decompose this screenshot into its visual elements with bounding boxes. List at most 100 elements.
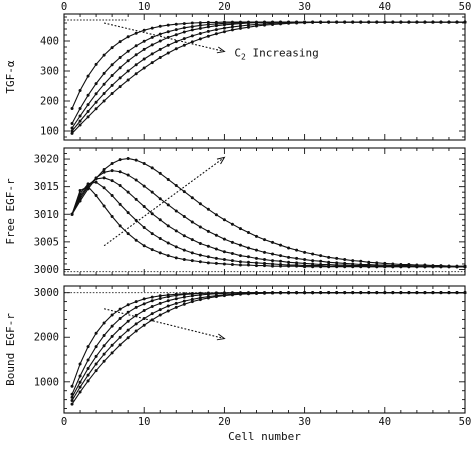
data-point <box>166 304 170 308</box>
panel-2: 3000 3005 3010 3015 3020 Free EGF-r <box>4 147 467 276</box>
data-point <box>182 37 186 41</box>
data-point <box>142 57 146 61</box>
data-point <box>158 171 162 175</box>
data-point <box>367 263 371 267</box>
annotation-label: C2 Increasing <box>234 47 318 62</box>
data-point <box>190 220 194 224</box>
data-point <box>190 34 194 38</box>
data-point <box>158 301 162 305</box>
data-point <box>118 40 122 44</box>
data-point <box>214 28 218 32</box>
data-point <box>423 20 427 24</box>
data-point <box>206 20 210 24</box>
data-point <box>78 107 82 110</box>
data-point <box>174 301 178 305</box>
data-point <box>254 24 258 28</box>
data-point <box>198 37 202 41</box>
data-point <box>182 190 186 194</box>
data-point <box>182 302 186 306</box>
data-point <box>102 359 106 363</box>
data-point <box>110 74 114 77</box>
data-point <box>399 20 403 24</box>
data-point <box>102 71 106 75</box>
y-tick-label: 3005 <box>34 236 59 248</box>
data-point <box>102 170 106 174</box>
data-point <box>182 234 186 238</box>
data-point <box>182 258 186 262</box>
data-point <box>263 264 266 268</box>
data-point <box>134 300 138 304</box>
data-point <box>407 20 411 24</box>
data-point <box>102 344 106 348</box>
data-point <box>174 28 178 32</box>
y-tick-label: 2000 <box>34 332 59 344</box>
y-axis-title: Bound EGF-r <box>4 313 17 386</box>
data-point <box>230 263 234 267</box>
data-point <box>206 29 210 33</box>
data-point <box>102 92 106 95</box>
data-point <box>142 47 146 51</box>
data-point <box>94 180 98 184</box>
data-point <box>150 248 154 252</box>
data-point <box>279 259 283 263</box>
data-point <box>126 319 130 323</box>
data-point <box>311 20 315 24</box>
data-point <box>343 258 347 262</box>
data-point <box>271 240 275 244</box>
data-point <box>142 309 146 313</box>
data-point <box>190 28 194 32</box>
plot-frame <box>63 147 466 276</box>
top-tick-label: 40 <box>378 1 391 13</box>
data-point <box>174 229 178 233</box>
data-point <box>230 240 234 244</box>
data-point <box>190 196 194 200</box>
data-point <box>102 53 106 57</box>
data-point <box>279 22 283 26</box>
data-point <box>279 263 283 267</box>
data-point <box>214 233 218 237</box>
data-point <box>182 214 186 218</box>
data-point <box>222 26 226 30</box>
data-point <box>142 184 146 188</box>
data-point <box>254 234 258 238</box>
series-line <box>71 21 465 129</box>
y-tick-label: 3020 <box>34 154 59 166</box>
data-point <box>222 30 226 34</box>
data-point <box>238 227 242 231</box>
data-point <box>238 292 242 296</box>
data-point <box>359 259 363 263</box>
data-point <box>190 259 194 263</box>
data-point <box>206 23 210 26</box>
data-point <box>303 250 307 254</box>
data-point <box>439 20 443 24</box>
data-point <box>166 241 170 245</box>
data-point <box>70 399 74 403</box>
data-point <box>271 252 275 256</box>
data-point <box>271 262 275 266</box>
x-tick-label: 10 <box>138 416 151 428</box>
data-point <box>367 20 371 24</box>
data-point <box>447 20 451 24</box>
data-point <box>150 35 154 39</box>
data-point <box>375 261 379 265</box>
data-point <box>166 295 170 299</box>
series-line <box>71 292 465 405</box>
data-point <box>118 224 122 228</box>
data-point <box>222 262 226 266</box>
data-point <box>190 294 194 298</box>
data-point <box>295 21 299 25</box>
series-line <box>71 21 465 132</box>
data-point <box>295 263 299 267</box>
data-point <box>166 43 170 47</box>
data-point <box>190 238 194 242</box>
data-point <box>86 358 90 362</box>
data-point <box>214 32 218 36</box>
data-point <box>335 20 339 24</box>
data-point <box>134 72 138 76</box>
data-point <box>182 248 186 252</box>
y-tick-label: 300 <box>40 66 59 78</box>
data-point <box>158 237 162 241</box>
data-point <box>230 28 234 32</box>
data-point <box>158 47 162 51</box>
x-axis-title: Cell number <box>228 430 301 443</box>
